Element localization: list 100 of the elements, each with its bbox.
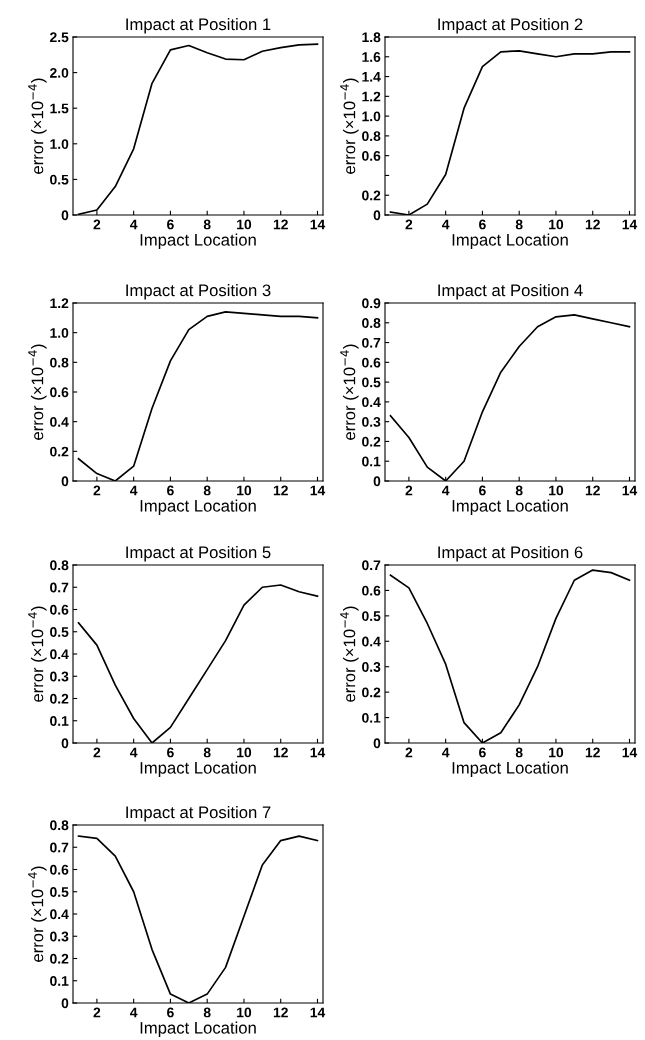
y-tick-label: 0.3 bbox=[362, 417, 381, 427]
x-tick-label: 14 bbox=[622, 485, 638, 496]
x-axis-title: Impact Location bbox=[452, 233, 568, 250]
y-tick-label: 0.1 bbox=[50, 976, 69, 986]
y-tick-label: 0.2 bbox=[362, 190, 381, 201]
x-tick-label: 6 bbox=[167, 747, 174, 758]
y-tick-label: 0.5 bbox=[50, 887, 69, 897]
y-tick-label: 0 bbox=[61, 998, 69, 1009]
x-tick-label: 2 bbox=[405, 485, 413, 496]
y-tick-label: 0.2 bbox=[362, 436, 381, 447]
x-tick-label: 4 bbox=[130, 219, 138, 230]
y-tick-label: 0.4 bbox=[50, 909, 69, 920]
y-tick-label: 0.7 bbox=[50, 842, 69, 853]
y-tick-label: 0.6 bbox=[362, 151, 381, 161]
y-tick-label: 0.8 bbox=[50, 357, 69, 368]
x-tick-label: 14 bbox=[310, 747, 326, 758]
x-tick-label: 2 bbox=[405, 747, 413, 758]
y-tick-label: 1.0 bbox=[50, 328, 69, 338]
y-tick-label: 0.8 bbox=[362, 318, 381, 328]
y-tick-label: 0.4 bbox=[50, 649, 69, 660]
y-tick-label: 0.7 bbox=[362, 337, 381, 348]
y-tick-label: 0.8 bbox=[50, 820, 69, 831]
x-tick-label: 6 bbox=[167, 219, 174, 230]
x-tick-label: 8 bbox=[203, 747, 211, 758]
x-tick-label: 8 bbox=[203, 1007, 211, 1018]
x-tick-label: 14 bbox=[622, 747, 638, 758]
y-tick-label: 1.5 bbox=[50, 103, 69, 114]
y-tick-label: 0.2 bbox=[50, 446, 69, 457]
y-tick-label: 0.5 bbox=[50, 627, 69, 637]
chart-title: Impact at Position 4 bbox=[438, 283, 583, 300]
y-tick-label: 0.5 bbox=[362, 377, 381, 388]
y-tick-label: 1.4 bbox=[362, 72, 381, 82]
y-tick-label: 0.1 bbox=[50, 716, 69, 726]
y-axis-title: error (×10$^{−4}$) bbox=[28, 606, 47, 702]
y-tick-label: 0 bbox=[373, 210, 381, 221]
y-tick-label: 0 bbox=[373, 476, 381, 487]
y-tick-label: 1.8 bbox=[362, 32, 381, 43]
x-tick-label: 4 bbox=[130, 747, 138, 758]
y-tick-label: 2.0 bbox=[50, 67, 69, 78]
x-tick-label: 6 bbox=[479, 485, 486, 496]
y-tick-label: 0.4 bbox=[50, 417, 69, 427]
x-tick-label: 6 bbox=[479, 219, 486, 230]
y-tick-label: 0.6 bbox=[50, 604, 69, 615]
chart-title: Impact at Position 6 bbox=[438, 545, 583, 562]
y-axis-title: error (×10$^{−4}$) bbox=[28, 78, 47, 174]
y-tick-label: 1.6 bbox=[362, 52, 381, 62]
y-tick-label: 0.3 bbox=[50, 931, 69, 942]
y-tick-label: 0.5 bbox=[362, 611, 381, 622]
y-tick-label: 0.2 bbox=[50, 953, 69, 964]
y-tick-label: 0 bbox=[61, 738, 69, 749]
y-tick-label: 0.1 bbox=[362, 456, 381, 467]
x-tick-label: 10 bbox=[549, 485, 564, 496]
x-tick-label: 10 bbox=[549, 747, 564, 758]
x-tick-label: 10 bbox=[237, 1007, 252, 1018]
y-tick-label: 0.6 bbox=[50, 387, 69, 398]
chart-title: Impact at Position 2 bbox=[438, 17, 583, 34]
x-tick-label: 2 bbox=[93, 747, 101, 758]
x-axis-title: Impact Location bbox=[140, 761, 256, 778]
x-tick-label: 12 bbox=[585, 219, 600, 230]
y-tick-label: 0.1 bbox=[362, 712, 381, 723]
y-tick-label: 1.2 bbox=[50, 298, 69, 309]
y-tick-label: 0 bbox=[373, 738, 381, 749]
x-tick-label: 2 bbox=[93, 485, 101, 496]
x-tick-label: 12 bbox=[585, 747, 600, 758]
y-tick-label: 0.2 bbox=[362, 687, 381, 698]
x-tick-label: 8 bbox=[515, 485, 523, 496]
chart-title: Impact at Position 7 bbox=[126, 805, 271, 822]
y-axis-title: error (×10$^{−4}$) bbox=[340, 606, 359, 702]
x-tick-label: 4 bbox=[442, 219, 450, 230]
x-tick-label: 10 bbox=[549, 219, 564, 230]
x-tick-label: 2 bbox=[93, 1007, 101, 1018]
y-tick-label: 0.4 bbox=[362, 397, 381, 408]
x-tick-label: 14 bbox=[622, 219, 638, 230]
y-tick-label: 0.3 bbox=[50, 671, 69, 682]
x-tick-label: 12 bbox=[273, 485, 288, 496]
y-tick-label: 0.7 bbox=[50, 582, 69, 593]
y-tick-label: 0.6 bbox=[362, 357, 381, 368]
y-tick-label: 0.6 bbox=[50, 864, 69, 875]
y-tick-label: 0.5 bbox=[50, 174, 69, 185]
x-tick-label: 12 bbox=[273, 219, 288, 230]
y-tick-label: 1.2 bbox=[362, 91, 381, 102]
x-tick-label: 12 bbox=[273, 1007, 288, 1018]
x-tick-label: 2 bbox=[405, 219, 413, 230]
x-tick-label: 6 bbox=[167, 485, 174, 496]
x-tick-label: 14 bbox=[310, 485, 326, 496]
y-axis-title: error (×10$^{−4}$) bbox=[28, 866, 47, 962]
y-tick-label: 0.8 bbox=[362, 131, 381, 142]
y-tick-label: 0.9 bbox=[362, 298, 381, 309]
x-tick-label: 12 bbox=[585, 485, 600, 496]
x-tick-label: 12 bbox=[273, 747, 288, 758]
y-tick-label: 0.4 bbox=[362, 636, 381, 647]
x-tick-label: 4 bbox=[442, 747, 450, 758]
y-tick-label: 0.7 bbox=[362, 560, 381, 571]
y-tick-label: 1.0 bbox=[50, 139, 69, 149]
x-tick-label: 8 bbox=[203, 219, 211, 230]
x-axis-title: Impact Location bbox=[452, 761, 568, 778]
x-tick-label: 6 bbox=[479, 747, 486, 758]
y-tick-label: 0.3 bbox=[362, 662, 381, 672]
y-axis-title: error (×10$^{−4}$) bbox=[28, 344, 47, 440]
x-tick-label: 4 bbox=[130, 1007, 138, 1018]
